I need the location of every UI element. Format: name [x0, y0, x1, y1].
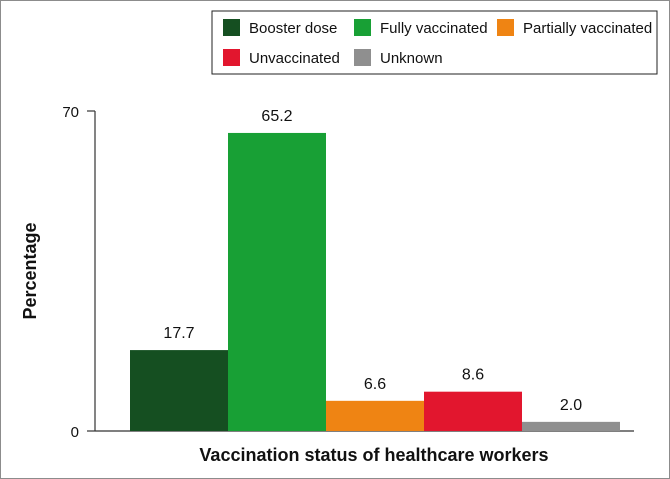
value-label-booster-dose: 17.7 [163, 325, 194, 342]
legend-swatch-fully-vaccinated [354, 19, 371, 36]
bar-partially-vaccinated [326, 400, 424, 431]
y-tick-label-bottom: 0 [71, 424, 79, 441]
bar-unvaccinated [424, 391, 522, 431]
bars [130, 132, 620, 431]
y-tick-label-top: 70 [62, 104, 79, 121]
legend-swatch-partially-vaccinated [497, 19, 514, 36]
x-axis-title: Vaccination status of healthcare workers [199, 445, 548, 465]
legend: Booster dose Fully vaccinated Partially va… [211, 10, 658, 75]
bar-unknown [522, 421, 620, 431]
legend-label-fully-vaccinated: Fully vaccinated [380, 20, 488, 37]
bar-fully-vaccinated [228, 132, 326, 431]
legend-label-unvaccinated: Unvaccinated [249, 50, 340, 67]
value-label-unvaccinated: 8.6 [462, 367, 484, 384]
value-label-fully-vaccinated: 65.2 [261, 108, 292, 125]
legend-swatch-unknown [354, 49, 371, 66]
legend-label-booster-dose: Booster dose [249, 20, 337, 37]
value-labels: 17.7 65.2 6.6 8.6 2.0 [163, 108, 582, 414]
y-axis-title: Percentage [20, 222, 40, 319]
legend-swatch-booster-dose [223, 19, 240, 36]
value-label-partially-vaccinated: 6.6 [364, 376, 386, 393]
legend-box [211, 10, 658, 75]
legend-swatch-unvaccinated [223, 49, 240, 66]
legend-label-partially-vaccinated: Partially vaccinated [523, 20, 652, 37]
bar-booster-dose [130, 350, 228, 431]
value-label-unknown: 2.0 [560, 397, 582, 414]
legend-label-unknown: Unknown [380, 50, 443, 67]
